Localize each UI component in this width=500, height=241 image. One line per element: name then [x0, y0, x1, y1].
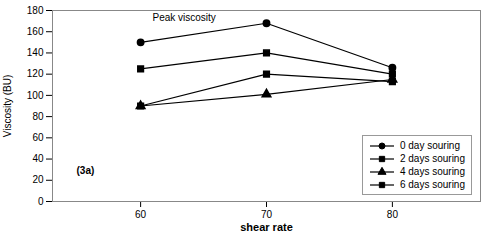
- svg-text:120: 120: [27, 68, 44, 79]
- svg-text:40: 40: [32, 153, 44, 164]
- svg-text:60: 60: [32, 132, 44, 143]
- svg-text:Viscosity (BU): Viscosity (BU): [2, 75, 13, 138]
- html-text:4 days souring: 4 days souring: [400, 166, 465, 177]
- svg-text:(3a): (3a): [77, 165, 95, 176]
- svg-text:60: 60: [135, 209, 147, 220]
- svg-text:100: 100: [27, 90, 44, 101]
- svg-text:shear rate: shear rate: [240, 221, 293, 233]
- html-text:0 day souring: 0 day souring: [400, 140, 460, 151]
- svg-text:160: 160: [27, 26, 44, 37]
- svg-text:180: 180: [27, 5, 44, 16]
- svg-text:80: 80: [387, 209, 399, 220]
- svg-text:140: 140: [27, 47, 44, 58]
- svg-text:80: 80: [32, 111, 44, 122]
- svg-text:Peak viscosity: Peak viscosity: [153, 12, 216, 23]
- svg-text:70: 70: [261, 209, 273, 220]
- html-text:6 days souring: 6 days souring: [400, 179, 465, 190]
- svg-text:20: 20: [32, 174, 44, 185]
- html-text:2 days souring: 2 days souring: [400, 153, 465, 164]
- svg-text:0: 0: [38, 196, 44, 207]
